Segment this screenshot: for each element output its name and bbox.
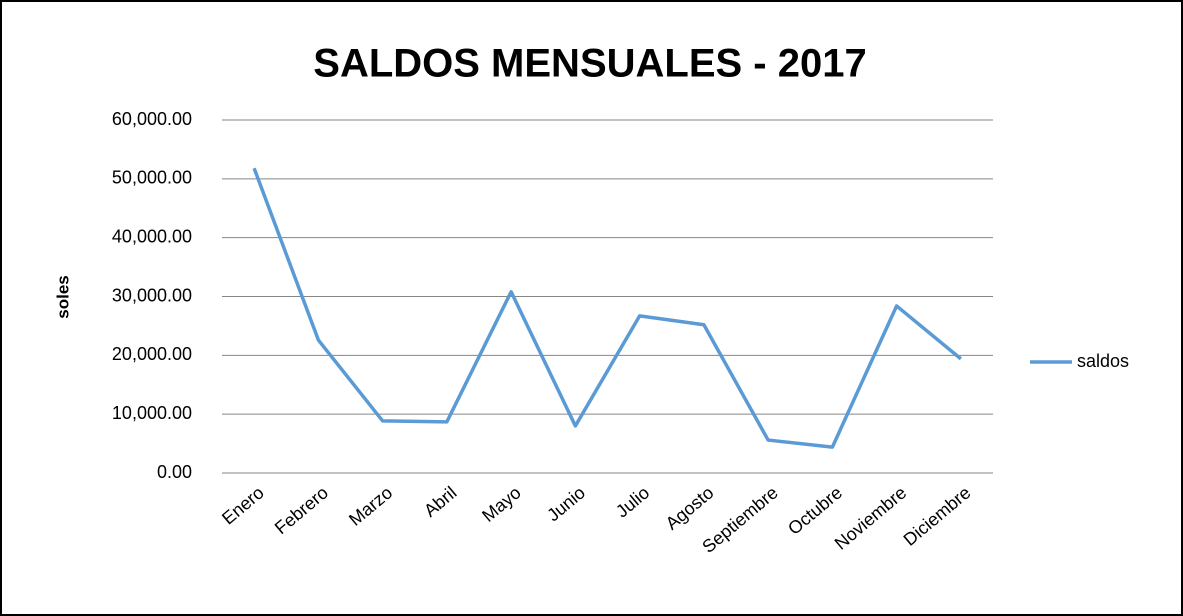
y-axis-label: soles	[53, 275, 72, 318]
y-tick-label: 60,000.00	[112, 109, 192, 129]
y-tick-label: 20,000.00	[112, 344, 192, 364]
y-tick-label: 40,000.00	[112, 226, 192, 246]
chart-title: SALDOS MENSUALES - 2017	[313, 42, 866, 86]
y-tick-label: 10,000.00	[112, 403, 192, 423]
y-tick-label: 50,000.00	[112, 168, 192, 188]
y-tick-label: 0.00	[157, 462, 192, 482]
legend-label: saldos	[1077, 351, 1129, 371]
y-tick-label: 30,000.00	[112, 285, 192, 305]
data-line	[252, 167, 962, 449]
